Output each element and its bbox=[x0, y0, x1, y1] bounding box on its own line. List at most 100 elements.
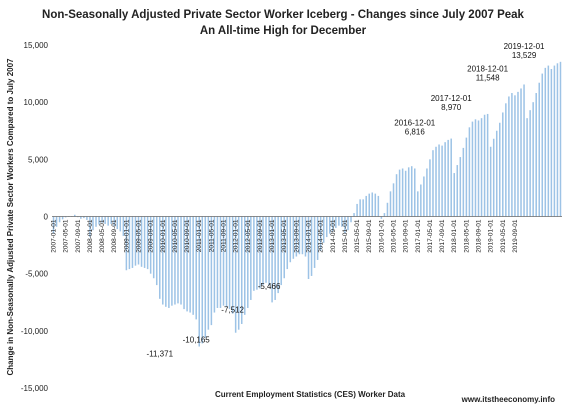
bar bbox=[186, 216, 188, 312]
bar bbox=[514, 95, 516, 217]
bar bbox=[219, 216, 222, 308]
bar bbox=[240, 216, 243, 324]
bar bbox=[459, 157, 462, 217]
bar bbox=[128, 216, 131, 270]
bar bbox=[304, 216, 307, 257]
x-tick-label: 2014-01-01 bbox=[306, 219, 313, 253]
bar bbox=[64, 216, 67, 218]
bar bbox=[550, 69, 553, 217]
x-tick-label: 2013-05-01 bbox=[281, 219, 288, 253]
bar bbox=[301, 216, 304, 255]
x-tick-label: 2016-09-01 bbox=[403, 219, 410, 253]
bar bbox=[474, 119, 477, 217]
bar bbox=[319, 216, 322, 251]
bar bbox=[159, 216, 161, 299]
bar bbox=[201, 216, 204, 344]
chart-subtitle: An All-time High for December bbox=[200, 25, 367, 37]
bar bbox=[162, 216, 164, 305]
y-tick-label: -15,000 bbox=[21, 384, 49, 393]
annotation-date: 2017-12-01 bbox=[431, 94, 472, 103]
bar bbox=[168, 216, 170, 308]
bar bbox=[274, 216, 276, 300]
annotation-date: 2019-12-01 bbox=[504, 42, 545, 51]
bar bbox=[289, 216, 292, 263]
source-credit: www.itstheeconomy.info bbox=[461, 395, 555, 404]
bar bbox=[389, 191, 392, 217]
bar-series bbox=[52, 61, 562, 347]
bar bbox=[116, 216, 119, 230]
bar bbox=[495, 130, 498, 217]
bar bbox=[307, 216, 310, 279]
bar bbox=[140, 216, 143, 267]
bar bbox=[435, 146, 437, 217]
x-tick-label: 2008-01-01 bbox=[87, 219, 94, 253]
x-tick-label: 2015-01-01 bbox=[342, 219, 349, 253]
x-tick-label: 2014-09-01 bbox=[330, 219, 337, 253]
x-tick-label: 2015-05-01 bbox=[354, 219, 361, 253]
x-tick-label: 2008-09-01 bbox=[111, 219, 118, 253]
x-tick-label: 2009-01-01 bbox=[123, 219, 130, 253]
bar bbox=[265, 216, 267, 283]
x-tick-label: 2011-05-01 bbox=[208, 219, 215, 252]
x-tick-label: 2019-01-01 bbox=[488, 219, 495, 253]
bar bbox=[526, 118, 528, 217]
bar bbox=[152, 216, 155, 279]
bar bbox=[444, 142, 446, 217]
y-axis-label: Change in Non-Seasonally Adjusted Privat… bbox=[6, 58, 15, 376]
y-tick-label: 0 bbox=[44, 213, 49, 222]
bar bbox=[365, 195, 367, 217]
bar bbox=[113, 216, 115, 227]
bar bbox=[207, 216, 210, 330]
bar bbox=[544, 67, 547, 217]
bar bbox=[259, 216, 261, 289]
bar bbox=[447, 139, 449, 217]
x-tick-label: 2012-09-01 bbox=[257, 219, 264, 253]
bar bbox=[480, 118, 483, 217]
bar bbox=[368, 193, 370, 217]
y-axis: 15,000 10,000 5,000 0 -5,000 -10,000 -15,000 bbox=[21, 41, 49, 393]
bar bbox=[350, 216, 352, 223]
y-tick-label: -10,000 bbox=[21, 327, 49, 336]
x-tick-label: 2007-09-01 bbox=[75, 219, 82, 253]
bar bbox=[438, 144, 440, 217]
bar bbox=[222, 216, 225, 306]
bar bbox=[417, 191, 419, 217]
x-tick-label: 2018-01-01 bbox=[451, 219, 458, 253]
x-tick-label: 2016-05-01 bbox=[391, 219, 398, 253]
bar bbox=[341, 216, 343, 227]
bar bbox=[89, 216, 91, 238]
bar bbox=[502, 112, 504, 217]
bar bbox=[332, 216, 334, 232]
x-tick-label: 2019-09-01 bbox=[512, 219, 519, 253]
bar bbox=[359, 199, 361, 217]
bar bbox=[329, 216, 331, 234]
bar bbox=[344, 216, 346, 234]
bar bbox=[483, 114, 486, 217]
bar bbox=[353, 213, 355, 217]
bar bbox=[237, 216, 240, 330]
bar bbox=[155, 216, 158, 286]
bar bbox=[523, 84, 525, 217]
bar bbox=[532, 102, 534, 217]
bar bbox=[420, 184, 422, 217]
bar bbox=[456, 165, 459, 217]
x-tick-label: 2016-01-01 bbox=[378, 219, 385, 253]
annotation-value: -7,512 bbox=[221, 305, 244, 314]
bar bbox=[559, 61, 562, 217]
y-tick-label: 15,000 bbox=[24, 41, 49, 50]
x-tick-label: 2014-05-01 bbox=[318, 219, 325, 253]
x-tick-label: 2007-01-01 bbox=[51, 219, 58, 253]
bar bbox=[505, 103, 507, 217]
bar bbox=[268, 216, 270, 286]
chart-title: Non-Seasonally Adjusted Private Sector W… bbox=[42, 9, 525, 21]
bar bbox=[401, 168, 404, 217]
bar bbox=[322, 216, 325, 243]
bar bbox=[423, 176, 425, 217]
bar bbox=[535, 93, 537, 217]
x-tick-label: 2017-05-01 bbox=[427, 219, 434, 253]
bar bbox=[110, 216, 112, 224]
bar bbox=[131, 216, 134, 268]
bar bbox=[198, 216, 200, 347]
x-tick-label: 2009-09-01 bbox=[148, 219, 155, 253]
bar bbox=[177, 216, 179, 304]
